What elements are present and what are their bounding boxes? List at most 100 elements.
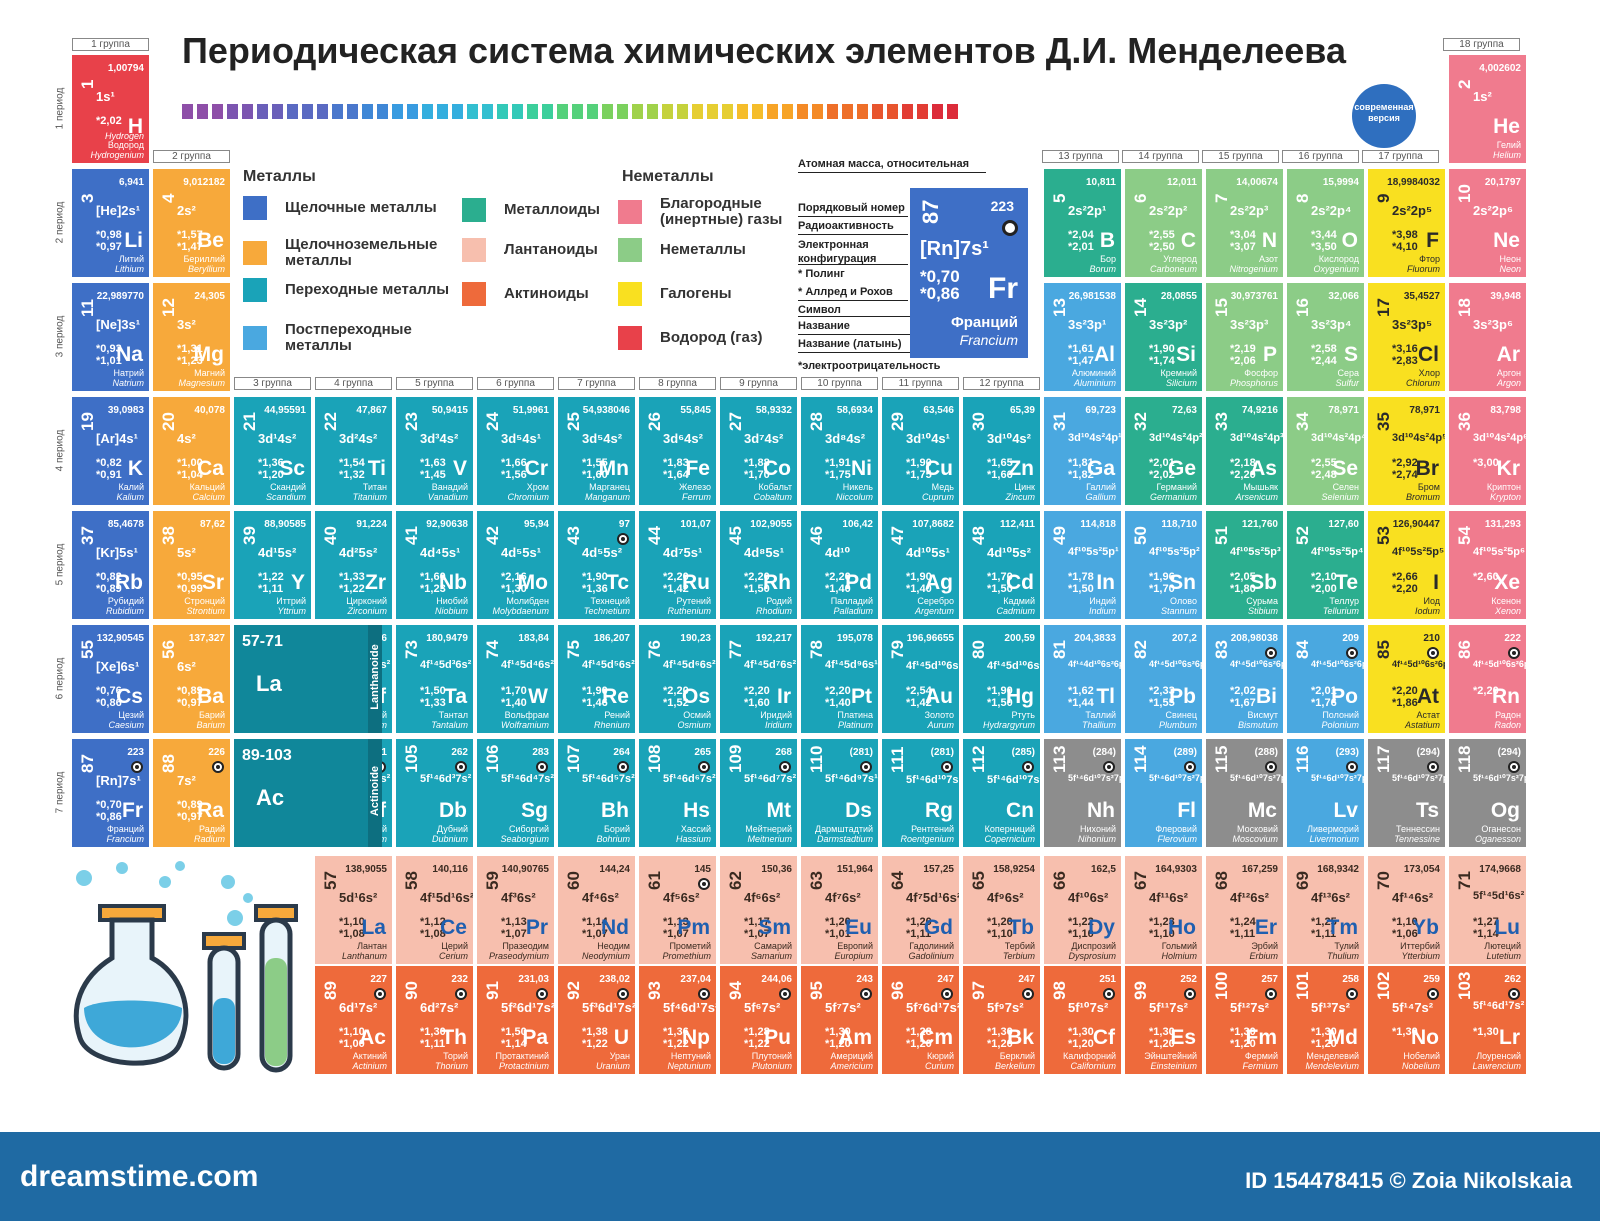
element-cell-u[interactable]: 92 238,02 5f³6d¹7s² *1,38 *1,22 U Уран Uranium xyxy=(558,966,635,1074)
element-cell-he[interactable]: 2 4,002602 1s² He Гелий Helium xyxy=(1449,55,1526,163)
element-cell-db[interactable]: 105 262 5f¹⁴6d³7s² Db Дубний Dubnium xyxy=(396,739,473,847)
element-cell-pt[interactable]: 78 195,078 4f¹⁴5d⁹6s¹ *2,20 *1,40 Pt Платина Pl… xyxy=(801,625,878,733)
element-cell-cs[interactable]: 55 132,90545 [Xe]6s¹ *0,76 *0,86 Cs Цезий Caesi… xyxy=(72,625,149,733)
element-cell-v[interactable]: 23 50,9415 3d³4s² *1,63 *1,45 V Ванадий Vanadiu… xyxy=(396,397,473,505)
actinoid-block[interactable]: 89-103 Ac Actinoide xyxy=(234,739,382,847)
element-cell-ru[interactable]: 44 101,07 4d⁷5s¹ *2,20 *1,42 Ru Рутений Rutheni… xyxy=(639,511,716,619)
element-cell-tm[interactable]: 69 168,9342 4f¹³6s² *1,25 *1,11 Tm Тулий Thuliu… xyxy=(1287,856,1364,964)
element-cell-kr[interactable]: 36 83,798 3d¹⁰4s²4p⁶ *3,00 Kr Криптон Krypton xyxy=(1449,397,1526,505)
element-cell-k[interactable]: 19 39,0983 [Ar]4s¹ *0,82 *0,91 K Калий Kalium xyxy=(72,397,149,505)
element-cell-o[interactable]: 8 15,9994 2s²2p⁴ *3,44 *3,50 O Кислород Oxygeni… xyxy=(1287,169,1364,277)
element-cell-fr[interactable]: 87 223 [Rn]7s¹ *0,70 *0,86 Fr Франций Francium xyxy=(72,739,149,847)
element-cell-rb[interactable]: 37 85,4678 [Kr]5s¹ *0,82 *0,89 Rb Рубидий Rubid… xyxy=(72,511,149,619)
element-cell-rg[interactable]: 111 (281) 5f¹⁴6d¹⁰7s¹ Rg Рентгений Roentgeniu… xyxy=(882,739,959,847)
element-cell-ag[interactable]: 47 107,8682 4d¹⁰5s¹ *1,90 *1,40 Ag Серебро Arge… xyxy=(882,511,959,619)
element-cell-cr[interactable]: 24 51,9961 3d⁵4s¹ *1,66 *1,56 Cr Хром Chromium xyxy=(477,397,554,505)
element-cell-mg[interactable]: 12 24,305 3s² *1,31 *1,23 Mg Магний Magnesium xyxy=(153,283,230,391)
element-cell-h[interactable]: 1 1,00794 1s¹ *2,02 H Водород Hydrogenium Hydro… xyxy=(72,55,149,163)
element-cell-i[interactable]: 53 126,90447 4f¹⁰5s²5p⁵ *2,66 *2,20 I Иод Iodum xyxy=(1368,511,1445,619)
element-cell-ac[interactable]: 89 227 6d¹7s² *1,10 *1,00 Ac Актиний Actinium xyxy=(315,966,392,1074)
element-cell-li[interactable]: 3 6,941 [He]2s¹ *0,98 *0,97 Li Литий Lithium xyxy=(72,169,149,277)
element-cell-n[interactable]: 7 14,00674 2s²2p³ *3,04 *3,07 N Азот Nitrogeniu… xyxy=(1206,169,1283,277)
element-cell-eu[interactable]: 63 151,964 4f⁷6s² *1,20 *1,01 Eu Европий Europi… xyxy=(801,856,878,964)
element-cell-se[interactable]: 34 78,971 3d¹⁰4s²4p⁴ *2,55 *2,48 Se Селен Selen… xyxy=(1287,397,1364,505)
element-cell-in[interactable]: 49 114,818 4f¹⁰5s²5p¹ *1,78 *1,50 In Индий Indi… xyxy=(1044,511,1121,619)
element-cell-ni[interactable]: 28 58,6934 3d⁸4s² *1,91 *1,75 Ni Никель Niccolu… xyxy=(801,397,878,505)
element-cell-cu[interactable]: 29 63,546 3d¹⁰4s¹ *1,90 *1,75 Cu Медь Cuprum xyxy=(882,397,959,505)
element-cell-zr[interactable]: 40 91,224 4d²5s² *1,33 *1,22 Zr Цирконий Zircon… xyxy=(315,511,392,619)
element-cell-er[interactable]: 68 167,259 4f¹²6s² *1,24 *1,11 Er Эрбий Erbium xyxy=(1206,856,1283,964)
element-cell-re[interactable]: 75 186,207 4f¹⁴5d⁵6s² *1,90 *1,46 Re Рений Rhen… xyxy=(558,625,635,733)
lanthanoid-block[interactable]: 57-71 La Lanthanoide xyxy=(234,625,382,733)
element-cell-co[interactable]: 27 58,9332 3d⁷4s² *1,88 *1,70 Co Кобальт Cobalt… xyxy=(720,397,797,505)
element-cell-mc[interactable]: 115 (288) 5f¹⁴6d¹⁰7s²7p³ Mc МосковийMoscoviu… xyxy=(1206,739,1283,847)
element-cell-no[interactable]: 102 259 5f¹⁴7s² *1,30 No Нобелий Nobelium xyxy=(1368,966,1445,1074)
element-cell-be[interactable]: 4 9,012182 2s² *1,57 *1,47 Be Бериллий Berylliu… xyxy=(153,169,230,277)
element-cell-ce[interactable]: 58 140,116 4f¹5d¹6s² *1,12 *1,08 Ce Церий Ceriu… xyxy=(396,856,473,964)
element-cell-hs[interactable]: 108 265 5f¹⁴6d⁶7s² Hs Хассий Hassium xyxy=(639,739,716,847)
element-cell-c[interactable]: 6 12,011 2s²2p² *2,55 *2,50 C Углерод Carboneum xyxy=(1125,169,1202,277)
element-cell-mt[interactable]: 109 268 5f¹⁴6d⁷7s² Mt Мейтнерий Meitnerium xyxy=(720,739,797,847)
element-cell-bh[interactable]: 107 264 5f¹⁴6d⁵7s² Bh Борий Bohrium xyxy=(558,739,635,847)
element-cell-os[interactable]: 76 190,23 4f¹⁴5d⁶6s² *2,20 *1,52 Os Осмий Osmiu… xyxy=(639,625,716,733)
element-cell-lv[interactable]: 116 (293) 5f¹⁴6d¹⁰7s²7p⁴ Lv ЛиверморийLiverm… xyxy=(1287,739,1364,847)
element-cell-pr[interactable]: 59 140,90765 4f³6s² *1,13 *1,07 Pr Празеодим Pr… xyxy=(477,856,554,964)
element-cell-ca[interactable]: 20 40,078 4s² *1,00 *1,04 Ca Кальций Calcium xyxy=(153,397,230,505)
element-cell-mo[interactable]: 42 95,94 4d⁵5s¹ *2,16 *1,30 Mo Молибден Molybda… xyxy=(477,511,554,619)
element-cell-cd[interactable]: 48 112,411 4d¹⁰5s² *1,70 *1,50 Cd Кадмий Cadmiu… xyxy=(963,511,1040,619)
element-cell-y[interactable]: 39 88,90585 4d¹5s² *1,22 *1,11 Y Иттрий Yttrium xyxy=(234,511,311,619)
element-cell-zn[interactable]: 30 65,39 3d¹⁰4s² *1,65 *1,66 Zn Цинк Zincum xyxy=(963,397,1040,505)
element-cell-ar[interactable]: 18 39,948 3s²3p⁶ Ar Аргон Argon xyxy=(1449,283,1526,391)
element-cell-fl[interactable]: 114 (289) 5f¹⁴6d¹⁰7s²7p² Fl ФлеровийFleroviu… xyxy=(1125,739,1202,847)
element-cell-sg[interactable]: 106 283 5f¹⁴6d⁴7s² Sg Сиборгий Seaborgium xyxy=(477,739,554,847)
element-cell-as[interactable]: 33 74,9216 3d¹⁰4s²4p³ *2,18 *2,20 As Мышьяк Ars… xyxy=(1206,397,1283,505)
element-cell-th[interactable]: 90 232 6d²7s² *1,30 *1,11 Th Торий Thorium xyxy=(396,966,473,1074)
element-cell-sr[interactable]: 38 87,62 5s² *0,95 *0,99 Sr Стронций Strontium xyxy=(153,511,230,619)
element-cell-es[interactable]: 99 252 5f¹¹7s² *1,30 *1,20 Es Эйнштейний Einste… xyxy=(1125,966,1202,1074)
element-cell-mn[interactable]: 25 54,938046 3d⁵4s² *1,55 *1,60 Mn Марганец Man… xyxy=(558,397,635,505)
element-cell-te[interactable]: 52 127,60 4f¹⁰5s²5p⁴ *2,10 *2,00 Te Теллур Tell… xyxy=(1287,511,1364,619)
element-cell-ne[interactable]: 10 20,1797 2s²2p⁶ Ne Неон Neon xyxy=(1449,169,1526,277)
element-cell-br[interactable]: 35 78,971 3d¹⁰4s²4p⁵ *2,92 *2,74 Br Бром Bromum xyxy=(1368,397,1445,505)
element-cell-sn[interactable]: 50 118,710 4f¹⁰5s²5p² *1,96 *1,70 Sn Олово Stan… xyxy=(1125,511,1202,619)
element-cell-nb[interactable]: 41 92,90638 4d⁴5s¹ *1,60 *1,23 Nb Ниобий Niobiu… xyxy=(396,511,473,619)
element-cell-ge[interactable]: 32 72,63 3d¹⁰4s²4p² *2,01 *2,02 Ge Германий Ger… xyxy=(1125,397,1202,505)
element-cell-xe[interactable]: 54 131,293 4f¹⁰5s²5p⁶ *2,60 Xe Ксенон Xenon xyxy=(1449,511,1526,619)
element-cell-pa[interactable]: 91 231,03 5f²6d¹7s² *1,50 *1,14 Pa Протактиний… xyxy=(477,966,554,1074)
element-cell-ga[interactable]: 31 69,723 3d¹⁰4s²4p¹ *1,81 *1,82 Ga Галлий Gall… xyxy=(1044,397,1121,505)
element-cell-p[interactable]: 15 30,973761 3s²3p³ *2,19 *2,06 P Фосфор Phosph… xyxy=(1206,283,1283,391)
element-cell-cl[interactable]: 17 35,4527 3s²3p⁵ *3,16 *2,83 Cl Хлор Chlorum xyxy=(1368,283,1445,391)
element-cell-bk[interactable]: 97 247 5f⁹7s² *1,30 *1,20 Bk Берклий Berkelium xyxy=(963,966,1040,1074)
element-cell-sc[interactable]: 21 44,95591 3d¹4s² *1,36 *1,20 Sc Скандий Scand… xyxy=(234,397,311,505)
element-cell-gd[interactable]: 64 157,25 4f⁷5d¹6s² *1,20 *1,11 Gd Гадолиний Ga… xyxy=(882,856,959,964)
element-cell-ta[interactable]: 73 180,9479 4f¹⁴5d³6s² *1,50 *1,33 Ta Тантал Ta… xyxy=(396,625,473,733)
element-cell-sm[interactable]: 62 150,36 4f⁶6s² *1,17 *1,07 Sm Самарий Samariu… xyxy=(720,856,797,964)
element-cell-lu[interactable]: 71 174,9668 5f¹⁴5d¹6s² *1,27 *1,14 Lu Лютеций L… xyxy=(1449,856,1526,964)
element-cell-cf[interactable]: 98 251 5f¹⁰7s² *1,30 *1,20 Cf Калифорний Califo… xyxy=(1044,966,1121,1074)
element-cell-ho[interactable]: 67 164,9303 4f¹¹6s² *1,23 *1,10 Ho Гольмий Holm… xyxy=(1125,856,1202,964)
element-cell-s[interactable]: 16 32,066 3s²3p⁴ *2,58 *2,44 S Сера Sulfur xyxy=(1287,283,1364,391)
element-cell-w[interactable]: 74 183,84 4f¹⁴5d⁴6s² *1,70 *1,40 W Вольфрам Wol… xyxy=(477,625,554,733)
element-cell-og[interactable]: 118 (294) 5f¹⁴6d¹⁰7s²7p⁶ Og ОганесонOganesso… xyxy=(1449,739,1526,847)
element-cell-ba[interactable]: 56 137,327 6s² *0,89 *0,97 Ba Барий Barium xyxy=(153,625,230,733)
footer-logo[interactable]: dreamstime.com xyxy=(20,1160,259,1193)
element-cell-f[interactable]: 9 18,9984032 2s²2p⁵ *3,98 *4,10 F Фтор Fluorum xyxy=(1368,169,1445,277)
element-cell-ts[interactable]: 117 (294) 5f¹⁴6d¹⁰7s²7p⁵ Ts ТеннессинTenness… xyxy=(1368,739,1445,847)
element-cell-si[interactable]: 14 28,0855 3s²3p² *1,90 *1,74 Si Кремний Silici… xyxy=(1125,283,1202,391)
element-cell-yb[interactable]: 70 173,054 4f¹⁴6s² *1,10 *1,06 Yb Иттербий Ytte… xyxy=(1368,856,1445,964)
element-cell-al[interactable]: 13 26,981538 3s²3p¹ *1,61 *1,47 Al Алюминий Alu… xyxy=(1044,283,1121,391)
element-cell-sb[interactable]: 51 121,760 4f¹⁰5s²5p³ *2,05 *1,80 Sb Сурьма Sti… xyxy=(1206,511,1283,619)
element-cell-pd[interactable]: 46 106,42 4d¹⁰ *2,20 *1,40 Pd Палладий Palladiu… xyxy=(801,511,878,619)
element-cell-ti[interactable]: 22 47,867 3d²4s² *1,54 *1,32 Ti Титан Titanium xyxy=(315,397,392,505)
element-cell-b[interactable]: 5 10,811 2s²2p¹ *2,04 *2,01 B Бор Borum xyxy=(1044,169,1121,277)
element-cell-ra[interactable]: 88 226 7s² *0,89 *0,97 Ra Радий Radium xyxy=(153,739,230,847)
element-cell-hg[interactable]: 80 200,59 4f¹⁴5d¹⁰6s² *1,90 *1,50 Hg Ртуть Hydr… xyxy=(963,625,1040,733)
element-cell-ir[interactable]: 77 192,217 4f¹⁴5d⁷6s² *2,20 *1,60 Ir Иридий Iri… xyxy=(720,625,797,733)
element-cell-am[interactable]: 95 243 5f⁷7s² *1,30 *1,20 Am Америций Americium xyxy=(801,966,878,1074)
